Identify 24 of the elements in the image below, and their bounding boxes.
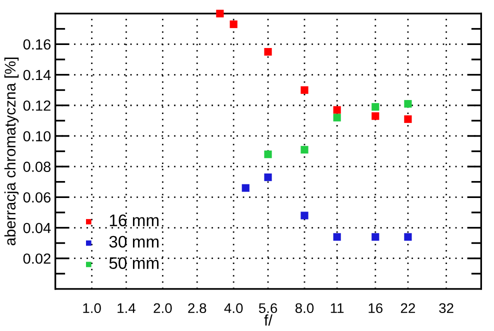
legend-label: 30 mm (109, 236, 158, 248)
x-tick-label: 22 (400, 303, 415, 313)
y-tick-label: 0.16 (23, 39, 51, 50)
y-tick-label: 0.12 (23, 100, 50, 111)
x-tick-label: 5.6 (258, 303, 278, 314)
y-tick-label: 0.14 (23, 70, 51, 80)
legend-label: 16 mm (110, 214, 158, 226)
x-tick-label: 8.0 (295, 303, 314, 314)
x-tick-label: 11 (330, 303, 344, 313)
x-tick-label: 2.0 (154, 303, 172, 314)
y-axis-title: aberracja chromatyczna [%] (4, 58, 19, 246)
x-tick-label: 1.4 (118, 303, 136, 313)
x-tick-label: 1.0 (83, 303, 101, 314)
x-tick-label: 32 (439, 303, 454, 314)
y-tick-label: 0.04 (23, 222, 51, 234)
y-tick-label: 0.08 (23, 162, 51, 172)
x-axis-title: f/ (264, 314, 272, 326)
y-tick-label: 0.10 (23, 131, 51, 142)
x-tick-label: 16 (368, 303, 383, 314)
y-tick-label: 0.06 (23, 192, 51, 203)
legend-label: 50 mm (109, 257, 158, 269)
y-tick-label: 0.02 (23, 253, 50, 264)
x-tick-label: 4.0 (224, 303, 243, 314)
x-tick-label: 2.8 (188, 303, 206, 314)
